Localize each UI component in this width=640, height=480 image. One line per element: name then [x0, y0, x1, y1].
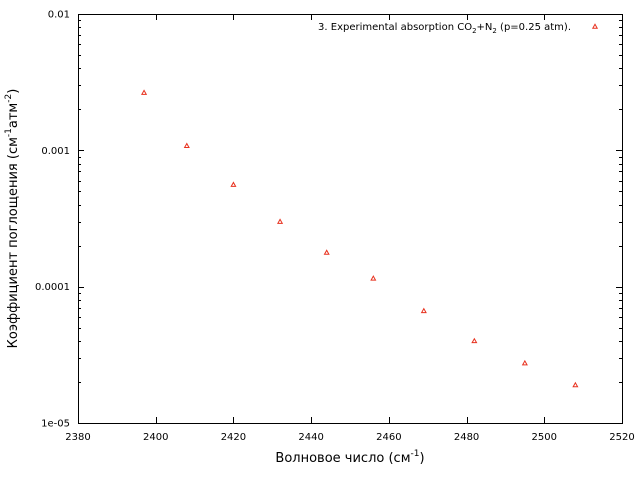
legend-marker [591, 23, 599, 29]
y-axis-ticks [78, 14, 622, 424]
data-point [183, 142, 190, 149]
legend-sub1: 2 [472, 27, 476, 35]
legend-entry-label: 3. Experimental absorption CO2+N2 (p=0.2… [318, 22, 571, 35]
x-tick-label: 2440 [298, 432, 323, 443]
x-tick-label: 2460 [376, 432, 401, 443]
y-axis-label-sup2: -2 [4, 94, 14, 103]
y-tick-label: 0.01 [48, 10, 70, 21]
x-tick-label: 2400 [143, 432, 168, 443]
x-axis-label: Волновое число (см-1) [275, 449, 424, 466]
data-point [521, 359, 528, 366]
x-axis-ticks [78, 14, 623, 423]
data-point [277, 218, 284, 224]
legend-mid: +N [477, 22, 493, 33]
y-axis-label-mid: атм [6, 103, 21, 128]
data-point [471, 337, 478, 344]
x-axis-label-main: Волновое число (см [275, 451, 410, 466]
legend: 3. Experimental absorption CO2+N2 (p=0.2… [318, 22, 599, 35]
x-axis-tick-labels: 2380 2400 2420 2440 2460 2480 2500 2520 [65, 432, 634, 443]
x-tick-label: 2500 [532, 432, 557, 443]
legend-prefix: 3. Experimental absorption CO [318, 22, 472, 33]
data-point [420, 307, 427, 314]
data-points [141, 89, 579, 388]
data-point [230, 181, 237, 187]
y-axis-tick-labels: 1e-05 0.0001 0.001 0.01 [35, 10, 70, 430]
plot-frame [78, 14, 623, 424]
x-tick-label: 2420 [221, 432, 246, 443]
x-axis-label-sup: -1 [411, 449, 420, 459]
x-tick-label: 2520 [609, 432, 634, 443]
y-tick-label: 0.0001 [35, 282, 70, 293]
y-tick-label: 1e-05 [41, 419, 70, 430]
data-point [141, 89, 148, 95]
data-point [572, 381, 579, 388]
data-point [370, 275, 377, 281]
y-axis-label-sup1: -1 [4, 128, 14, 137]
legend-suffix: (p=0.25 atm). [497, 22, 571, 33]
x-tick-label: 2480 [454, 432, 479, 443]
y-tick-label: 0.001 [41, 146, 70, 157]
y-axis-label-end: ) [6, 89, 21, 94]
legend-sub2: 2 [492, 27, 496, 35]
x-tick-label: 2380 [65, 432, 90, 443]
y-axis-label-main: Коэффициент поглощения (см [6, 137, 21, 348]
x-axis-label-end: ) [419, 451, 424, 466]
data-point [323, 249, 330, 255]
y-axis-label: Коэффициент поглощения (см-1атм-2) [4, 89, 21, 349]
